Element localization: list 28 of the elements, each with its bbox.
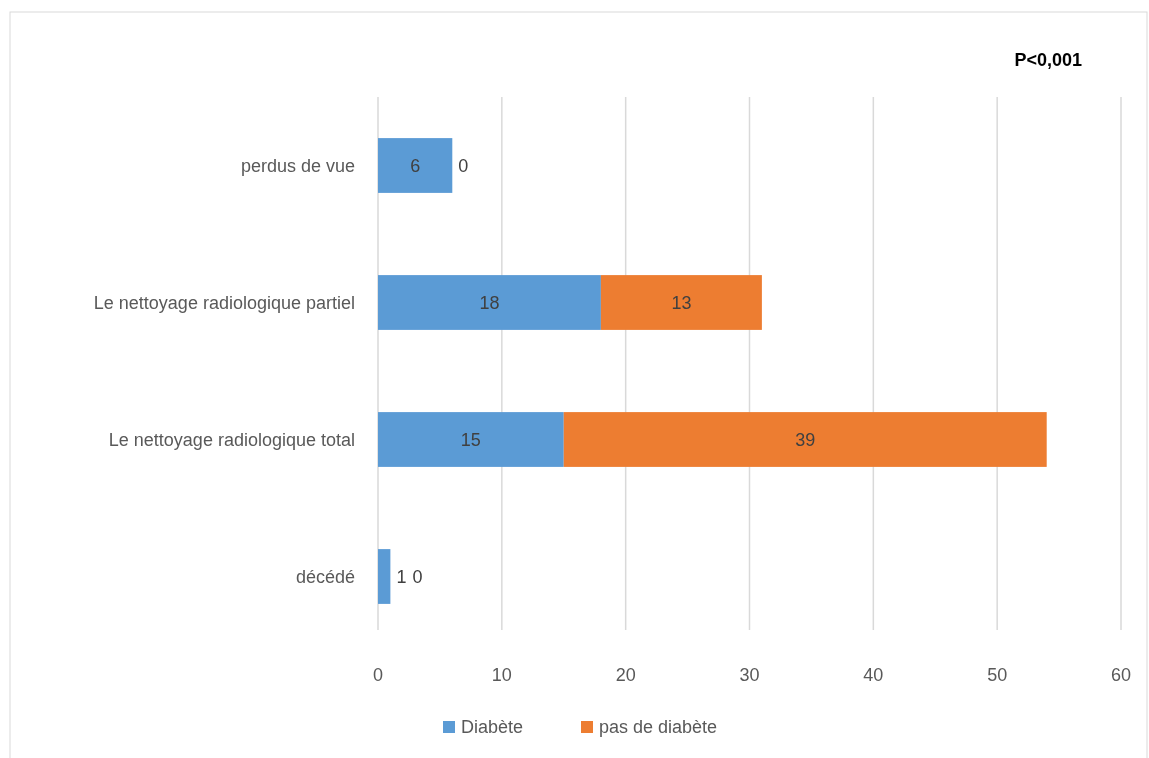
y-tick-label: Le nettoyage radiologique total [108, 429, 355, 450]
x-tick-label: 30 [739, 665, 760, 685]
data-label: 0 [458, 155, 469, 176]
bar [378, 412, 564, 467]
y-tick-label: perdus de vue [240, 155, 355, 176]
bar [378, 138, 453, 193]
data-label: 0 [412, 566, 423, 587]
x-tick-label: 40 [863, 665, 884, 685]
legend-label: pas de diabète [599, 717, 718, 738]
x-tick-label: 60 [1110, 665, 1132, 685]
data-label: 13 [671, 292, 692, 313]
legend-label: Diabète [461, 717, 524, 738]
bar [600, 275, 762, 330]
x-tick-label: 10 [491, 665, 512, 685]
x-tick-label: 0 [372, 665, 384, 685]
text: P<0,001 [1014, 50, 1082, 70]
data-label: 6 [410, 155, 421, 176]
bar [378, 275, 601, 330]
x-tick-label: 20 [615, 665, 636, 685]
y-tick-label: décédé [295, 566, 355, 587]
y-tick-label: Le nettoyage radiologique partiel [93, 292, 355, 313]
bar [378, 549, 391, 604]
data-label: 39 [795, 429, 816, 450]
bar [563, 412, 1047, 467]
data-label: 15 [460, 429, 481, 450]
data-label: 1 [396, 566, 407, 587]
data-label: 18 [479, 292, 500, 313]
x-tick-label: 50 [987, 665, 1008, 685]
